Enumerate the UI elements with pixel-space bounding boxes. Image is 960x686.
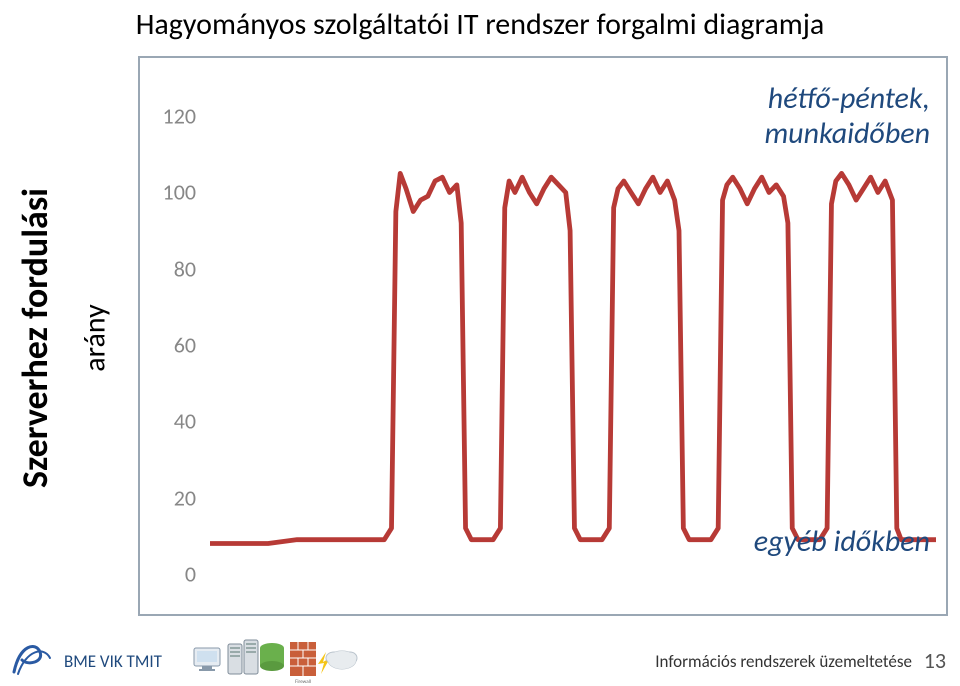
y-tick-label: 20 [174,484,210,511]
slide-footer: BME VIK TMIT Firewall [0,632,960,686]
chart-plot-area: hétfő-péntek, munkaidőben egyéb időkben … [210,78,936,574]
chart-container: hétfő-péntek, munkaidőben egyéb időkben … [138,56,948,616]
footer-right-text: Információs rendszerek üzemeltetése [655,651,912,672]
y-tick-label: 60 [174,332,210,359]
chart-series-line [210,173,936,543]
y-tick-label: 100 [163,179,210,206]
y-axis-label-main-container: Szerverhez fordulási [10,80,60,596]
y-tick-label: 80 [174,255,210,282]
y-tick-label: 120 [163,103,210,130]
footer-left-text: BME VIK TMIT [64,651,162,672]
footer-infrastructure-icon: Firewall [190,634,360,684]
slide-title: Hagyományos szolgáltatói IT rendszer for… [0,6,960,43]
annotation-other-times: egyéb időkben [754,523,930,560]
y-axis-label-main: Szerverhez fordulási [13,188,57,488]
svg-text:Firewall: Firewall [295,679,311,684]
y-tick-label: 40 [174,408,210,435]
y-axis-label-sub-container: arány [70,80,120,596]
bme-logo-icon [10,638,58,678]
chart-line-svg [210,78,936,574]
annotation-weekday-line2: munkaidőben [764,115,930,152]
page-number: 13 [924,647,946,674]
y-axis-label-sub: arány [77,304,114,371]
annotation-weekday-line1: hétfő-péntek, [768,80,930,117]
y-tick-label: 0 [185,561,210,588]
annotation-weekday: hétfő-péntek, munkaidőben [764,82,930,151]
